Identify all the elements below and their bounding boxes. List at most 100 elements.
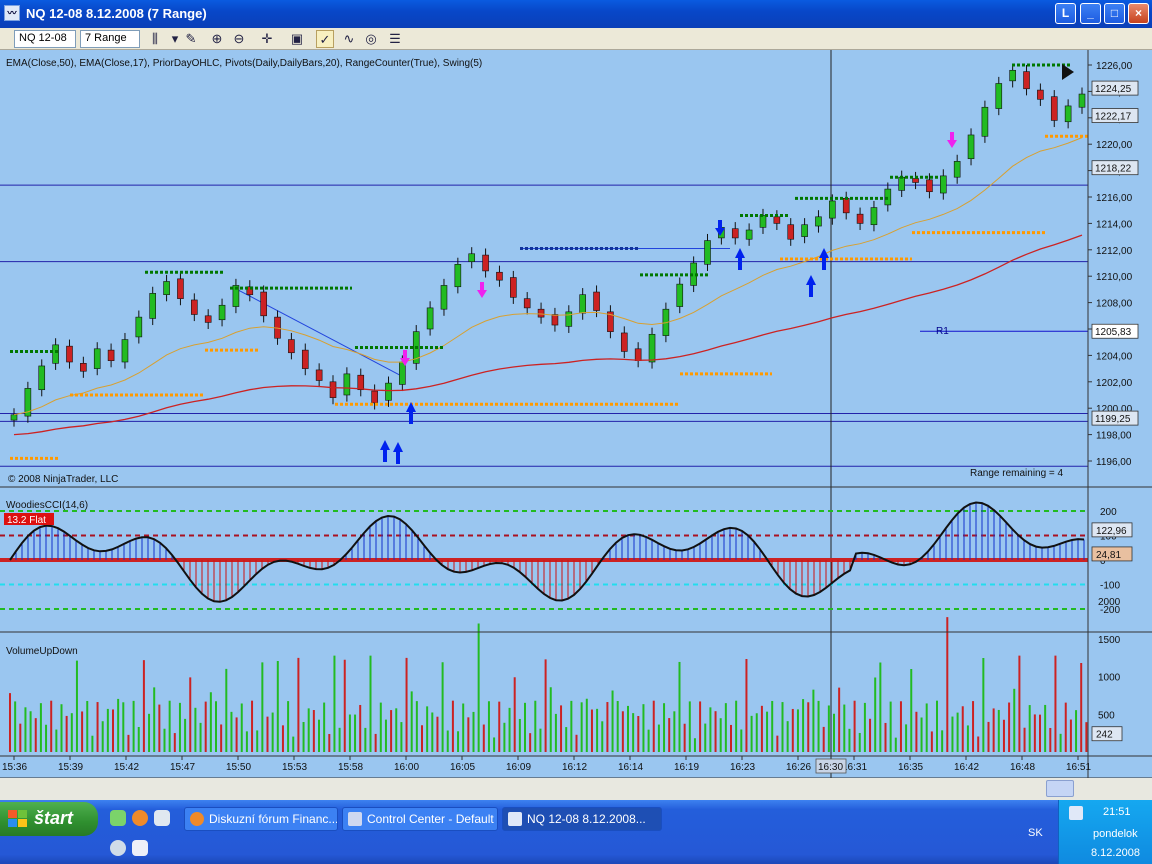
- period-select[interactable]: 7 Range: [80, 30, 140, 48]
- bar-style-icon[interactable]: ▾: [171, 31, 179, 46]
- r1-pivot-label: R1: [936, 326, 949, 337]
- cci-tag-box: [1091, 546, 1133, 562]
- horizontal-scrollbar[interactable]: [0, 778, 1152, 800]
- candle-body: [191, 299, 198, 315]
- task-nq-chart[interactable]: NQ 12-08 8.12.2008...: [502, 807, 662, 831]
- time-label: 15:50: [226, 762, 251, 773]
- candle-body: [163, 281, 170, 295]
- price-tag: 1224,25: [1095, 84, 1132, 95]
- scroll-thumb[interactable]: [1046, 780, 1074, 797]
- candle-body: [787, 224, 795, 240]
- time-label: 16:09: [506, 762, 531, 773]
- candle-body: [80, 363, 87, 372]
- volume-panel-label: VolumeUpDown: [6, 646, 78, 657]
- task-nq-chart-label: NQ 12-08 8.12.2008...: [527, 812, 646, 826]
- properties-icon[interactable]: ▣: [290, 31, 304, 46]
- cursor-time-label: 16:30: [818, 762, 843, 773]
- clock-time[interactable]: 21:51: [1103, 806, 1131, 818]
- maximize-button[interactable]: □: [1104, 3, 1125, 24]
- browser-icon[interactable]: [110, 840, 126, 856]
- volume-tick-label: 500: [1098, 710, 1115, 721]
- cci-panel-label: WoodiesCCI(14,6): [6, 500, 88, 511]
- time-label: 16:23: [730, 762, 755, 773]
- time-label: 16:05: [450, 762, 475, 773]
- candle-body: [66, 345, 73, 363]
- crosshair-icon[interactable]: ✛: [261, 31, 273, 46]
- candle-body: [1064, 105, 1072, 123]
- price-tick-label: 1216,00: [1096, 193, 1133, 204]
- play-marker-icon: [1062, 64, 1074, 80]
- time-label: 16:00: [394, 762, 419, 773]
- candle-body: [38, 365, 46, 391]
- clock-date: 8.12.2008: [1091, 847, 1140, 859]
- volume-tick-label: 1000: [1098, 673, 1121, 684]
- time-label: 15:58: [338, 762, 363, 773]
- notes-icon[interactable]: ☰: [389, 31, 401, 46]
- candle-body: [898, 176, 905, 191]
- quicklaunch-app-icon[interactable]: [154, 810, 170, 826]
- firefox-icon[interactable]: [132, 810, 148, 826]
- cci-value-tag: 122,96: [1096, 526, 1127, 537]
- candle-body: [204, 315, 212, 323]
- copyright-label: © 2008 NinjaTrader, LLC: [8, 474, 118, 485]
- task-forum[interactable]: Diskuzní fórum Financ...: [184, 807, 338, 831]
- instrument-select[interactable]: NQ 12-08: [14, 30, 76, 48]
- close-button[interactable]: ×: [1128, 3, 1149, 24]
- price-tag-box: [1091, 410, 1139, 426]
- price-tick-label: 1226,00: [1096, 61, 1133, 72]
- candle-body: [1078, 93, 1086, 108]
- candle-body: [593, 291, 600, 311]
- price-tick-label: 1208,00: [1096, 299, 1133, 310]
- candle-body: [731, 228, 739, 239]
- clock-day: pondelok: [1093, 828, 1138, 840]
- zoom-in-icon[interactable]: ⊕: [211, 31, 223, 46]
- system-tray: 21:51 pondelok 8.12.2008: [1058, 800, 1152, 864]
- candle-body: [135, 316, 143, 338]
- price-tick-label: 1220,00: [1096, 140, 1133, 151]
- minimize-button[interactable]: _: [1080, 3, 1101, 24]
- candlestick-icon[interactable]: ⫼: [152, 31, 158, 46]
- start-button[interactable]: štart: [0, 802, 98, 836]
- candle-body: [218, 304, 226, 321]
- time-label: 15:42: [114, 762, 139, 773]
- candle-body: [801, 224, 808, 237]
- chart-icon: [508, 812, 522, 826]
- time-label: 16:26: [786, 762, 811, 773]
- quicklaunch-flower-icon[interactable]: [110, 810, 126, 826]
- data-box-icon[interactable]: ✓: [316, 30, 334, 48]
- task-control-center[interactable]: Control Center - Default: [342, 807, 498, 831]
- indicators-icon[interactable]: ∿: [343, 31, 355, 46]
- buy-arrow-icon: [819, 248, 829, 270]
- cci-tick-label: 200: [1100, 507, 1117, 518]
- strategy-icon[interactable]: ◎: [365, 31, 377, 46]
- price-tick-label: 1210,00: [1096, 272, 1133, 283]
- language-indicator[interactable]: SK: [1028, 827, 1043, 839]
- candle-body: [246, 286, 254, 295]
- candle-body: [551, 314, 559, 326]
- cursor-time-box: [815, 758, 847, 774]
- volume-value-tag: 242: [1096, 730, 1113, 741]
- chart-app-icon: 〰: [4, 5, 20, 21]
- candle-body: [829, 200, 836, 219]
- candle-body: [385, 382, 392, 401]
- candle-body: [468, 253, 476, 262]
- chart-canvas[interactable]: 1226,001224,001222,001220,001218,001216,…: [0, 50, 1152, 800]
- candle-body: [607, 311, 614, 332]
- price-tick-label: 1200,00: [1096, 404, 1133, 415]
- candle-body: [357, 374, 365, 391]
- ema50-line: [13, 234, 1083, 436]
- window-title-bar[interactable]: 〰 NQ 12-08 8.12.2008 (7 Range) L _ □ ×: [0, 0, 1152, 28]
- zoom-out-icon[interactable]: ⊖: [233, 31, 245, 46]
- candle-body: [704, 240, 711, 265]
- chart-toolbar: NQ 12-08 7 Range ⫼ ▾ ✎ ⊕ ⊖ ✛ ▣ ✓ ∿ ◎ ☰: [0, 28, 1152, 50]
- sell-arrow-icon: [715, 220, 725, 236]
- candle-body: [149, 293, 157, 319]
- network-icon[interactable]: [1069, 806, 1083, 820]
- link-button[interactable]: L: [1055, 3, 1076, 24]
- price-tag-box: [1091, 108, 1139, 123]
- candle-body: [953, 161, 961, 178]
- candle-body: [676, 283, 684, 307]
- candle-body: [52, 344, 59, 364]
- desktop-icon[interactable]: [132, 840, 148, 856]
- pencil-icon[interactable]: ✎: [185, 31, 197, 46]
